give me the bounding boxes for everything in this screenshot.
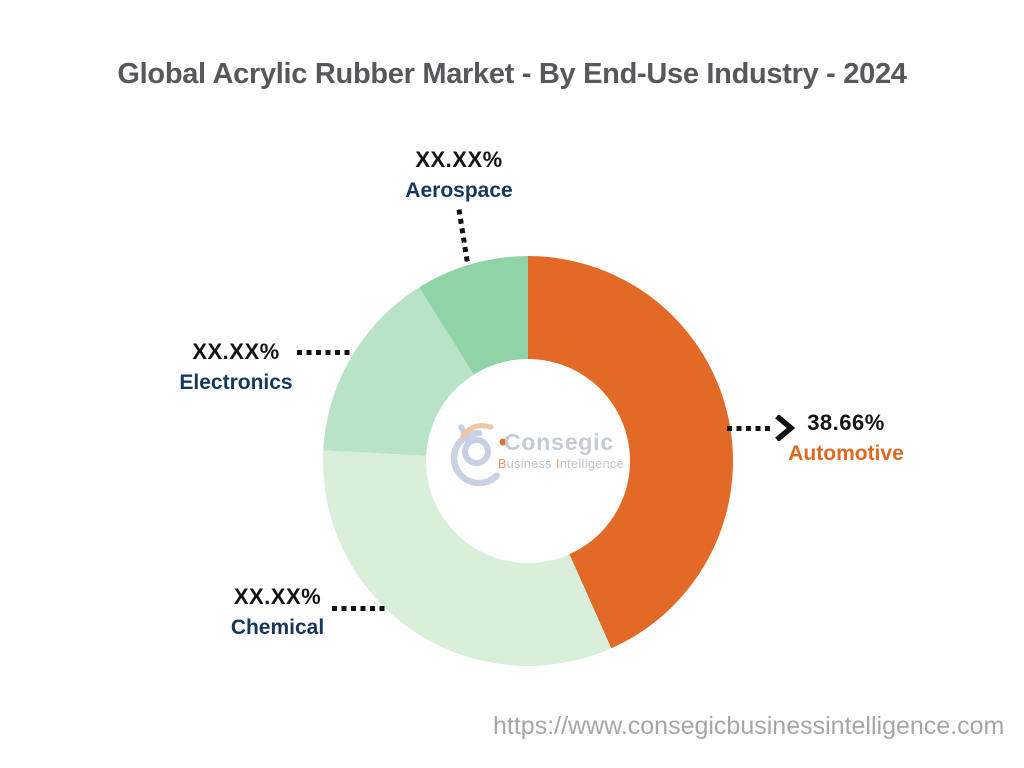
label-chemical: XX.XX% Chemical [217, 584, 338, 641]
label-aerospace: XX.XX% Aerospace [398, 147, 520, 204]
logo-name: Consegic [504, 429, 614, 455]
automotive-value: 38.66% [807, 410, 885, 435]
electronics-value: XX.XX% [192, 339, 280, 364]
tagline-b: B [498, 457, 507, 471]
chart-title: Global Acrylic Rubber Market - By End-Us… [117, 58, 907, 90]
label-automotive: 38.66% Automotive [786, 410, 906, 467]
arrow-right-icon [775, 415, 796, 441]
consegic-b-icon [450, 423, 507, 487]
tagline-i: I [555, 457, 560, 471]
tagline-ntelligence: ntelligence [559, 457, 624, 471]
tagline-usiness: usiness [506, 457, 552, 471]
logo-dot [499, 438, 507, 446]
logo-b-ring [462, 437, 491, 466]
donut-chart [323, 256, 733, 666]
chemical-value: XX.XX% [233, 584, 322, 609]
leader-line-chemical [332, 606, 386, 611]
leader-line-electronics [297, 350, 352, 355]
consegic-logo: Consegic Business Intelligence [440, 416, 624, 488]
logo-tagline: Business Intelligence [498, 457, 624, 471]
label-electronics: XX.XX% Electronics [176, 339, 296, 396]
logo-swoosh [460, 423, 494, 439]
aerospace-label: Aerospace [405, 179, 513, 203]
donut-hole [426, 359, 630, 563]
electronics-label: Electronics [179, 371, 293, 395]
aerospace-value: XX.XX% [415, 147, 503, 172]
automotive-label: Automotive [788, 442, 904, 466]
leader-line-automotive [727, 426, 774, 431]
leader-line-aerospace [456, 209, 470, 263]
chemical-label: Chemical [230, 616, 325, 640]
website-url: https://www.consegicbusinessintelligence… [493, 712, 1005, 740]
